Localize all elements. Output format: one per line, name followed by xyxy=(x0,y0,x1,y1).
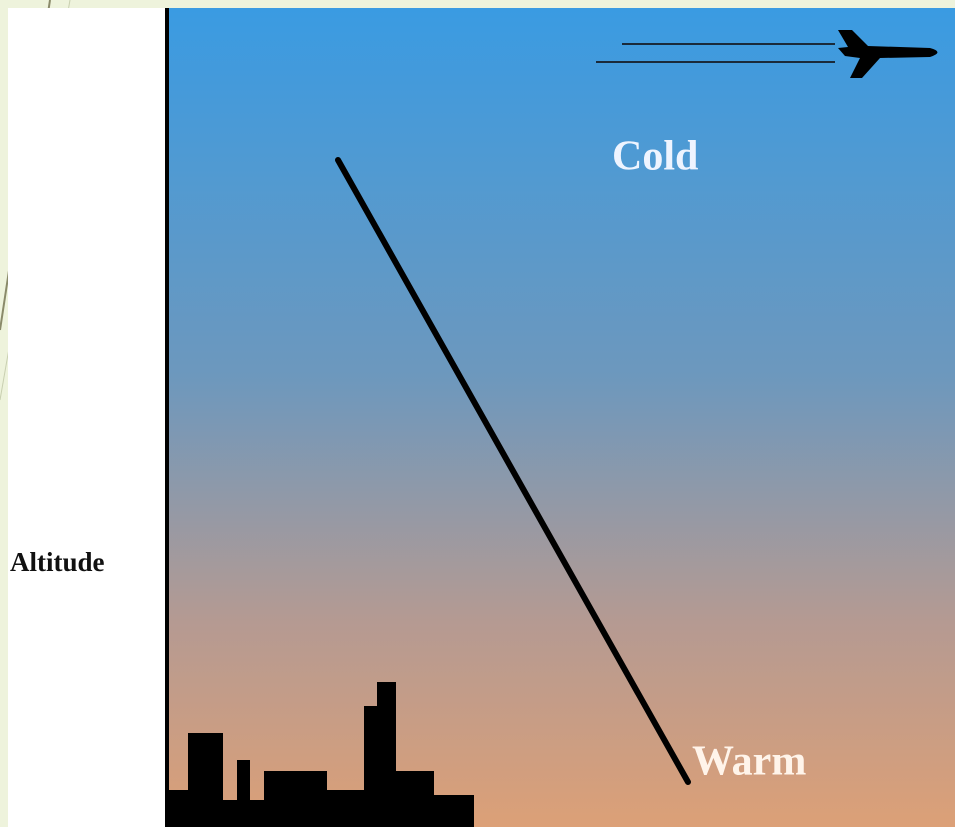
sky-panel xyxy=(166,8,955,827)
warm-label: Warm xyxy=(692,739,806,785)
temperature-line xyxy=(335,157,691,785)
airplane xyxy=(838,30,938,78)
label-panel xyxy=(8,8,166,827)
cold-label: Cold xyxy=(612,134,698,180)
axis-label: Altitude xyxy=(10,547,105,577)
city-silhouette xyxy=(168,682,474,827)
